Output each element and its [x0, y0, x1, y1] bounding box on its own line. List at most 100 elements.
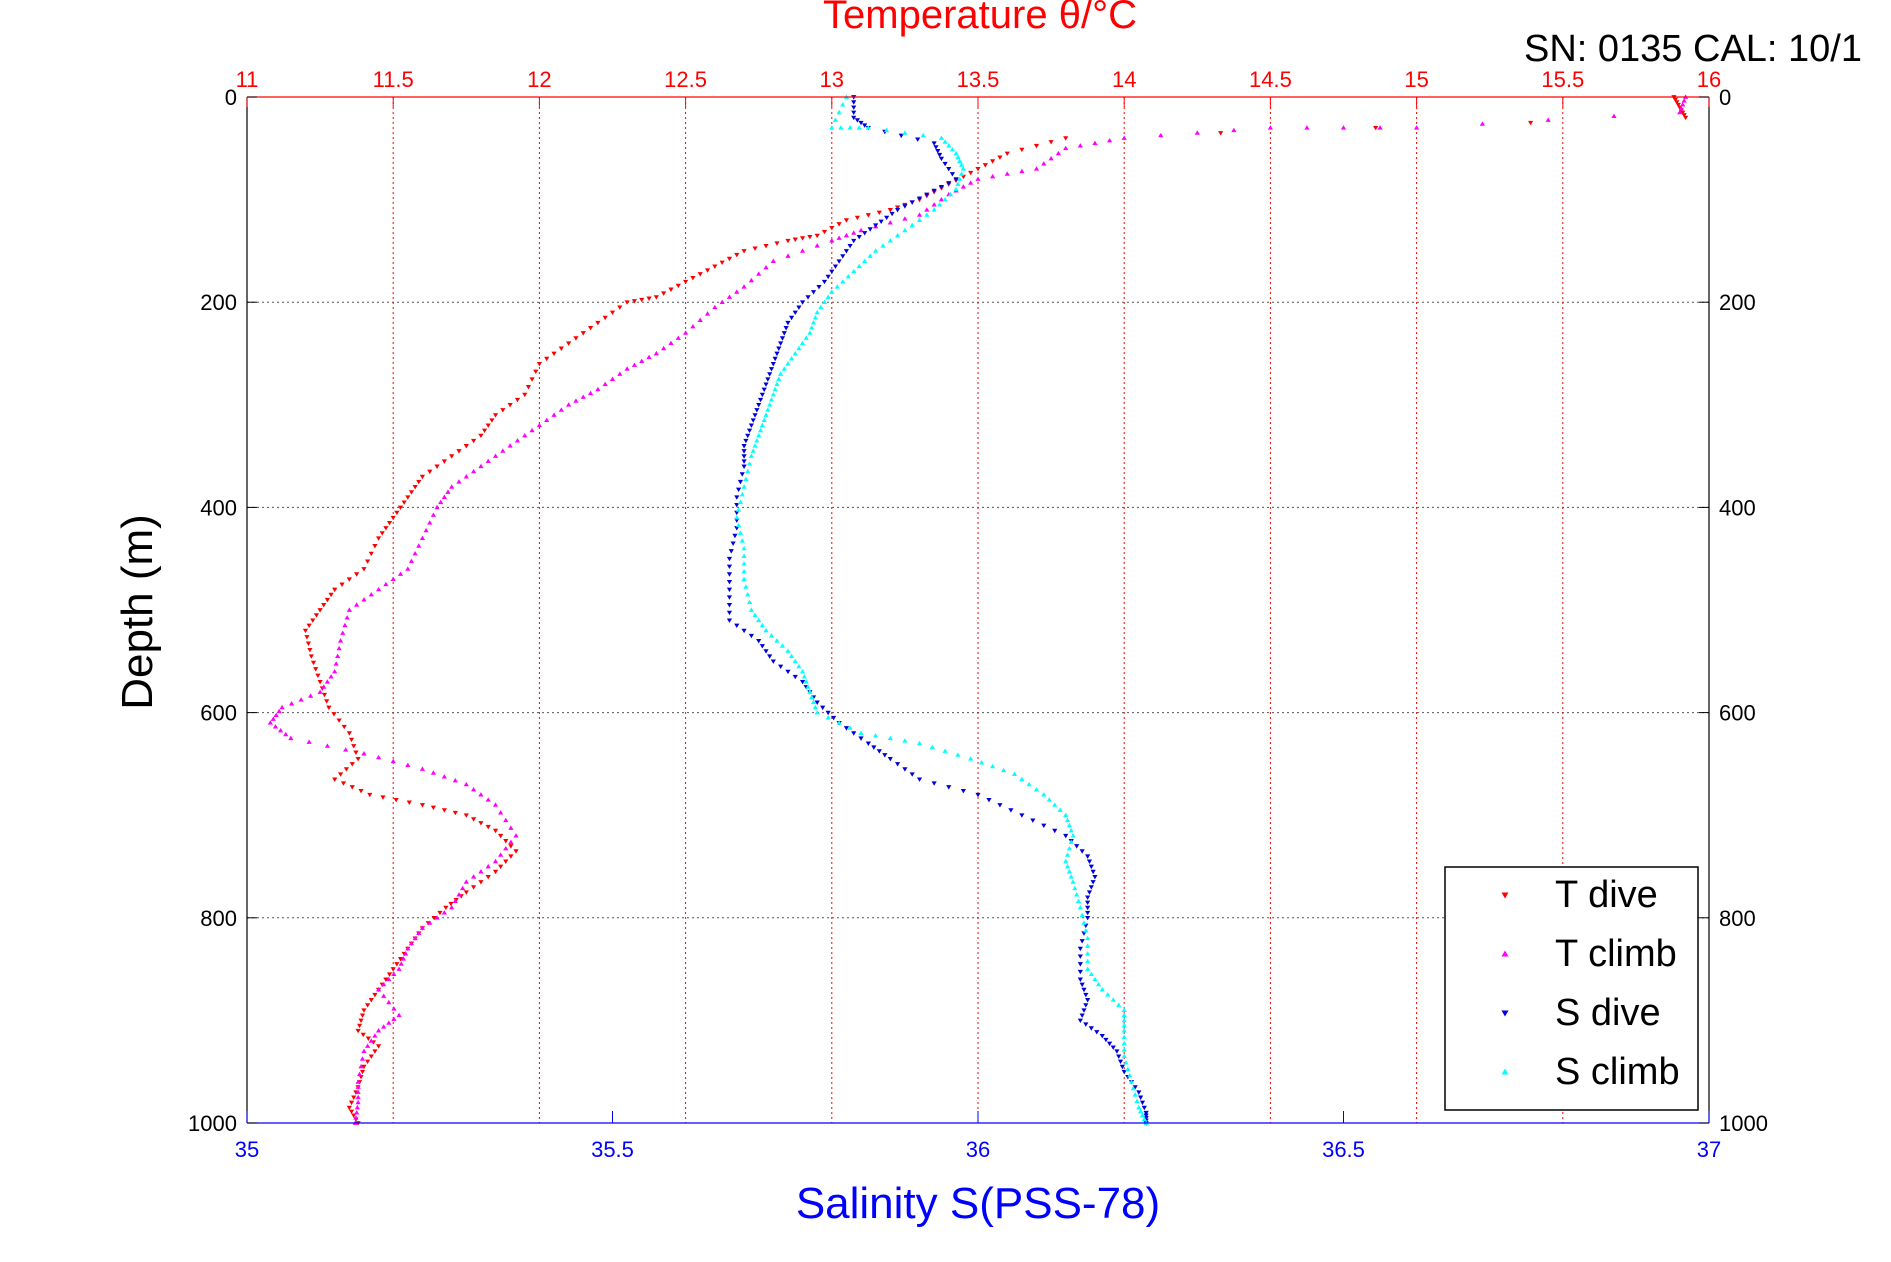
data-point — [799, 680, 806, 685]
data-point — [408, 940, 415, 946]
data-point — [372, 1033, 378, 1038]
data-point — [1085, 966, 1091, 971]
data-point — [481, 428, 488, 434]
data-point — [566, 402, 572, 407]
data-point — [471, 885, 477, 890]
data-point — [1611, 113, 1617, 119]
data-point — [990, 173, 996, 179]
data-point — [336, 645, 342, 651]
data-point — [396, 1012, 402, 1018]
data-point — [1019, 147, 1025, 153]
data-point — [840, 254, 846, 259]
data-point — [653, 350, 659, 356]
data-point — [843, 218, 850, 223]
data-point — [302, 628, 309, 634]
data-point — [741, 576, 747, 582]
data-point — [704, 311, 711, 316]
data-point — [975, 176, 981, 181]
data-point — [734, 495, 740, 500]
data-point — [405, 945, 411, 951]
data-point — [361, 1048, 367, 1053]
data-point — [816, 284, 822, 290]
data-point — [383, 977, 389, 982]
data-point — [876, 749, 882, 754]
data-point — [427, 469, 433, 475]
data-point — [1121, 1053, 1127, 1059]
legend-marker — [1501, 950, 1509, 957]
data-point — [924, 212, 930, 217]
data-point — [288, 701, 295, 706]
data-point — [1083, 923, 1089, 929]
data-point — [1064, 852, 1071, 857]
data-point — [1121, 1028, 1127, 1033]
data-point — [639, 358, 645, 364]
data-point — [1110, 1045, 1116, 1050]
data-point — [478, 880, 484, 885]
depth-tick-label-right: 1000 — [1719, 1111, 1768, 1136]
data-point — [412, 485, 418, 490]
data-point — [624, 366, 630, 371]
data-point — [1085, 958, 1091, 964]
data-point — [1143, 1116, 1149, 1121]
data-point — [361, 567, 367, 572]
data-point — [739, 491, 745, 497]
data-point — [1083, 992, 1089, 998]
data-point — [916, 740, 923, 746]
data-point — [1079, 939, 1085, 944]
data-point — [812, 704, 818, 710]
data-point — [743, 476, 749, 482]
data-point — [328, 592, 334, 598]
data-point — [1066, 822, 1072, 828]
data-point — [430, 805, 437, 811]
data-point — [1077, 962, 1083, 967]
data-point — [825, 715, 831, 720]
data-point — [1092, 874, 1098, 880]
data-point — [668, 340, 674, 346]
data-point — [1092, 976, 1098, 982]
data-point — [851, 731, 857, 736]
data-point — [375, 987, 382, 992]
data-point — [779, 336, 786, 341]
data-point — [880, 243, 886, 248]
data-point — [646, 296, 652, 301]
data-point — [763, 382, 769, 387]
data-point — [931, 781, 937, 786]
data-point — [595, 320, 601, 326]
data-point — [759, 644, 765, 649]
data-point — [498, 852, 504, 857]
data-point — [1033, 143, 1040, 149]
data-point — [419, 535, 426, 540]
data-point — [734, 289, 740, 294]
data-point — [946, 167, 952, 172]
data-point — [690, 323, 696, 329]
data-point — [513, 833, 519, 838]
data-point — [403, 951, 409, 956]
data-point — [383, 526, 389, 531]
data-point — [683, 279, 689, 285]
data-point — [1123, 1060, 1129, 1065]
data-point — [1114, 1049, 1120, 1054]
data-point — [767, 654, 773, 659]
data-point — [298, 697, 304, 702]
data-point — [346, 607, 352, 612]
data-point — [1373, 125, 1379, 131]
data-point — [865, 213, 871, 218]
data-point — [792, 237, 798, 242]
data-point — [778, 664, 784, 670]
data-point — [878, 219, 884, 225]
data-point — [1139, 1112, 1146, 1118]
data-point — [375, 754, 382, 760]
data-point — [916, 217, 923, 222]
data-point — [602, 381, 608, 387]
data-point — [1004, 151, 1010, 157]
data-point — [763, 649, 769, 654]
data-point — [375, 1044, 382, 1049]
data-point — [770, 258, 776, 263]
data-point — [726, 603, 733, 608]
data-point — [355, 1028, 361, 1034]
data-point — [485, 863, 491, 869]
data-point — [942, 161, 948, 167]
data-point — [359, 1069, 366, 1075]
data-point — [1077, 904, 1083, 910]
data-point — [381, 993, 387, 998]
